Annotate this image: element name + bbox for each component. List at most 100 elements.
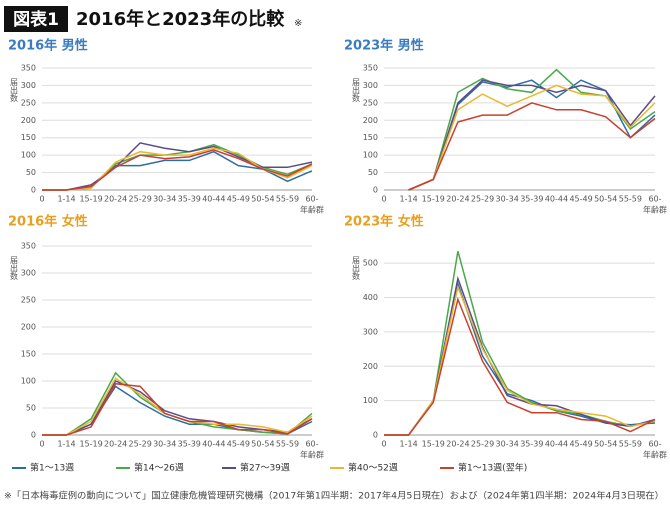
legend-label: 第1～13週(翌年) — [458, 462, 527, 474]
panel-title: 2023年 女性 — [344, 214, 424, 230]
x-tick-label: 55-59 — [276, 440, 299, 449]
y-tick-label: 50 — [26, 404, 36, 413]
x-tick-label: 1-14 — [400, 440, 418, 449]
y-tick-label: 200 — [21, 116, 36, 125]
x-tick-label: 15-19 — [422, 440, 445, 449]
x-axis-label: 年齢群 — [643, 450, 667, 460]
y-tick-label: 250 — [21, 296, 36, 305]
legend-label: 第27～39週 — [240, 462, 290, 474]
y-tick-label: 100 — [21, 151, 36, 160]
x-tick-label: 40-44 — [545, 195, 568, 204]
y-tick-label: 300 — [363, 327, 378, 336]
x-tick-label: 55-59 — [619, 195, 642, 204]
y-tick-label: 150 — [363, 133, 378, 142]
x-tick-label: 0 — [39, 195, 44, 204]
y-tick-label: 200 — [363, 362, 378, 371]
x-tick-label: 30-34 — [496, 195, 519, 204]
y-tick-label: 350 — [363, 64, 378, 73]
x-tick-label: 35-39 — [178, 195, 201, 204]
x-tick-label: 25-29 — [129, 195, 152, 204]
x-tick-label: 45-49 — [569, 195, 592, 204]
x-tick-label: 15-19 — [79, 195, 102, 204]
legend-label: 第1～13週 — [30, 462, 74, 474]
y-tick-label: 50 — [368, 168, 378, 177]
x-tick-label: 60- — [305, 440, 318, 449]
x-tick-label: 35-39 — [520, 195, 543, 204]
y-tick-label: 400 — [363, 293, 378, 302]
y-tick-label: 500 — [363, 259, 378, 268]
x-tick-label: 60- — [305, 195, 318, 204]
x-tick-label: 0 — [381, 195, 386, 204]
x-tick-label: 35-39 — [520, 440, 543, 449]
series-line — [384, 296, 656, 436]
footnote: ※「日本梅毒症例の動向について」国立健康危機管理研究機構（2017年第1四半期：… — [4, 490, 664, 502]
x-tick-label: 55-59 — [276, 195, 299, 204]
y-tick-label: 0 — [31, 431, 36, 440]
x-tick-label: 50-54 — [594, 195, 617, 204]
series-line — [42, 142, 313, 191]
x-tick-label: 0 — [381, 440, 386, 449]
x-tick-label: 15-19 — [422, 195, 445, 204]
y-tick-label: 300 — [21, 269, 36, 278]
badge: 図表1 — [13, 9, 59, 30]
x-tick-label: 40-44 — [202, 440, 225, 449]
x-tick-label: 40-44 — [545, 440, 568, 449]
x-tick-label: 0 — [39, 440, 44, 449]
title-mark: ※ — [294, 18, 302, 29]
series-line — [42, 149, 313, 191]
y-tick-label: 300 — [21, 81, 36, 90]
y-axis-label: 届出数 — [352, 256, 361, 281]
y-tick-label: 100 — [363, 396, 378, 405]
x-tick-label: 50-54 — [251, 440, 274, 449]
x-tick-label: 1-14 — [400, 195, 418, 204]
x-tick-label: 60- — [648, 195, 661, 204]
y-tick-label: 50 — [26, 168, 36, 177]
series-line — [42, 382, 313, 436]
x-tick-label: 45-49 — [227, 195, 250, 204]
x-tick-label: 25-29 — [471, 195, 494, 204]
y-tick-label: 300 — [363, 81, 378, 90]
y-tick-label: 200 — [363, 116, 378, 125]
y-tick-label: 0 — [31, 186, 36, 195]
y-axis-label: 届出数 — [10, 256, 19, 281]
x-tick-label: 20-24 — [104, 440, 127, 449]
x-tick-label: 20-24 — [446, 440, 469, 449]
x-tick-label: 25-29 — [471, 440, 494, 449]
x-tick-label: 45-49 — [569, 440, 592, 449]
series-line — [408, 84, 656, 191]
y-tick-label: 100 — [363, 151, 378, 160]
y-tick-label: 0 — [373, 186, 378, 195]
series-line — [408, 79, 656, 191]
y-tick-label: 150 — [21, 133, 36, 142]
x-tick-label: 20-24 — [446, 195, 469, 204]
x-tick-label: 35-39 — [178, 440, 201, 449]
x-axis-label: 年齢群 — [300, 450, 324, 460]
y-axis-label: 届出数 — [10, 78, 19, 103]
legend-label: 第40～52週 — [348, 462, 398, 474]
x-tick-label: 45-49 — [227, 440, 250, 449]
x-tick-label: 30-34 — [496, 440, 519, 449]
x-axis-label: 年齢群 — [643, 205, 667, 215]
y-tick-label: 200 — [21, 323, 36, 332]
y-tick-label: 350 — [21, 64, 36, 73]
x-tick-label: 30-34 — [153, 195, 176, 204]
panel-title: 2023年 男性 — [344, 38, 424, 54]
y-axis-label: 届出数 — [352, 78, 361, 103]
x-tick-label: 55-59 — [619, 440, 642, 449]
panel-title: 2016年 男性 — [8, 38, 88, 54]
title: 2016年と2023年の比較 — [76, 8, 285, 30]
series-line — [408, 102, 656, 191]
x-tick-label: 50-54 — [594, 440, 617, 449]
y-tick-label: 100 — [21, 377, 36, 386]
y-tick-label: 0 — [373, 431, 378, 440]
x-tick-label: 25-29 — [129, 440, 152, 449]
x-tick-label: 1-14 — [57, 440, 75, 449]
x-tick-label: 1-14 — [57, 195, 75, 204]
badge-box — [4, 6, 68, 32]
x-axis-label: 年齢群 — [300, 205, 324, 215]
x-tick-label: 30-34 — [153, 440, 176, 449]
y-tick-label: 350 — [21, 242, 36, 251]
y-tick-label: 250 — [21, 98, 36, 107]
series-line — [384, 284, 656, 436]
x-tick-label: 60- — [648, 440, 661, 449]
